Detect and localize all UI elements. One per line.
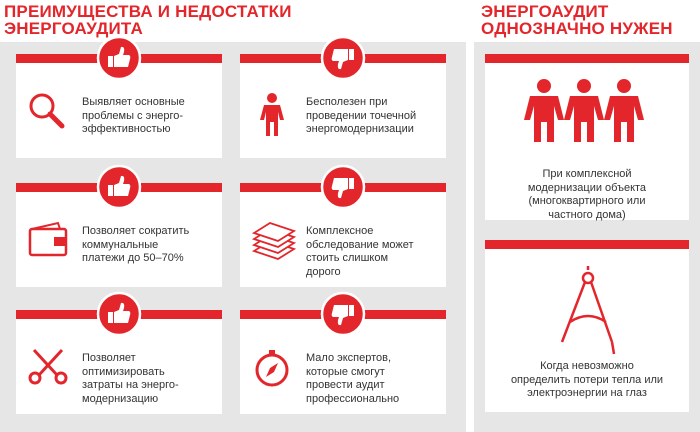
text-line: дорого [306, 265, 341, 278]
text-line: стоить слишком [306, 252, 389, 264]
card-text: Позволяет оптимизировать затраты на энерго… [82, 352, 179, 406]
card-text: Позволяет сократить коммунальные платежи д… [82, 225, 189, 266]
card-text: Комплексное обследование может стоить слиш… [306, 225, 414, 279]
thumb-up-icon [96, 291, 142, 337]
card-text: Выявляет основные проблемы с энерго-эффек… [82, 96, 185, 137]
text-line: оптимизировать [82, 365, 165, 378]
text-line: Мало экспертов, [306, 352, 392, 364]
text-line: Комплексное [306, 225, 374, 237]
text-line: Когда невозможно [540, 360, 634, 372]
title-line: ЭНЕРГОАУДИТА [4, 19, 143, 38]
text-line: определить потери тепла или [510, 373, 664, 386]
text-line: профессионально [306, 392, 400, 405]
card-icon [28, 221, 68, 257]
text-line: платежи до 50–70% [82, 252, 184, 264]
thumb-up-icon [96, 164, 142, 210]
thumb-up-icon [96, 35, 142, 81]
text-line: Позволяет сократить [82, 225, 190, 237]
card-icon [29, 93, 65, 129]
text-line: энергомодернизации [306, 123, 414, 135]
text-line: которые смогут [306, 365, 385, 378]
text-line: Позволяет [82, 352, 136, 364]
title-line: ПРЕИМУЩЕСТВА И НЕДОСТАТКИ [4, 2, 292, 21]
card-text: Мало экспертов, которые смогут провести ау… [306, 352, 399, 406]
text-line: модернизации объекта [527, 181, 647, 194]
card-icon [28, 348, 68, 385]
text-line: обследование может [306, 238, 414, 251]
text-line: Бесполезен при [306, 96, 388, 108]
card-text: Когда невозможно определить потери тепла … [485, 360, 689, 401]
card-icon [560, 266, 616, 355]
card-text: При комплексной модернизации объекта (мног… [485, 168, 689, 222]
card [485, 240, 689, 412]
text-line: (многоквартирного или [528, 195, 646, 207]
text-line: проведении точечной [306, 109, 417, 122]
text-line: провести аудит [306, 379, 385, 391]
thumb-down-icon [320, 164, 366, 210]
right-title: ЭНЕРГОАУДИТ ОДНОЗНАЧНО НУЖЕН [481, 3, 673, 37]
card-icon [260, 93, 284, 136]
thumb-down-icon [320, 291, 366, 337]
left-title: ПРЕИМУЩЕСТВА И НЕДОСТАТКИ ЭНЕРГОАУДИТА [4, 3, 292, 37]
thumb-down-icon [320, 35, 366, 81]
text-line: электроэнергии на глаз [527, 387, 647, 399]
text-line: Выявляет основные [82, 96, 185, 108]
title-line: ЭНЕРГОАУДИТ [481, 2, 609, 21]
title-line: ОДНОЗНАЧНО НУЖЕН [481, 19, 673, 38]
card-icon [255, 350, 289, 387]
card-text: Бесполезен при проведении точечной энергом… [306, 96, 416, 137]
card-icon [524, 79, 644, 142]
text-line: модернизацию [82, 392, 159, 405]
text-line: При комплексной [542, 168, 632, 180]
text-line: частного дома) [548, 208, 626, 221]
text-line: затраты на энерго- [82, 379, 179, 391]
text-line: эффективностью [82, 123, 171, 135]
text-line: проблемы с энерго- [82, 109, 184, 122]
text-line: коммунальные [82, 238, 159, 251]
card-icon [251, 222, 297, 260]
